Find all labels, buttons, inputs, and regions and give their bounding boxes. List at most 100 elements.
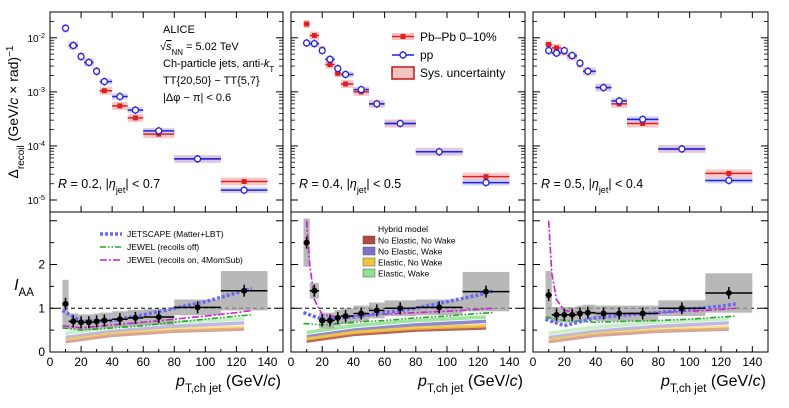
x-axis-label-part: p bbox=[175, 373, 185, 390]
y-tick-label-part: -4 bbox=[39, 138, 45, 147]
x-axis-label-part: (GeV/ bbox=[221, 373, 268, 390]
x-tick-label: 140 bbox=[742, 355, 762, 369]
iaa-point bbox=[373, 307, 380, 314]
iaa-point bbox=[303, 239, 310, 246]
iaa-point bbox=[483, 288, 489, 295]
x-axis-label-part: p bbox=[660, 373, 670, 390]
pp-point bbox=[615, 97, 623, 105]
y-axis-title-bottom-part: I bbox=[14, 277, 19, 294]
r-label-part: | < 0.4 bbox=[608, 177, 643, 191]
iaa-point bbox=[78, 319, 85, 326]
r-label-part: R bbox=[299, 177, 308, 191]
y-tick-label-part: -5 bbox=[39, 193, 45, 202]
r-label-part: η bbox=[592, 177, 599, 191]
pbpb-point bbox=[311, 33, 317, 39]
x-axis-label: pT,ch jet (GeV/c) bbox=[417, 373, 523, 395]
legend-pbpb-label: Pb–Pb 0–10% bbox=[420, 30, 497, 44]
pbpb-point bbox=[546, 42, 552, 48]
x-axis-label-part: (GeV/ bbox=[706, 373, 753, 390]
x-tick-label: 0 bbox=[530, 355, 537, 369]
iaa-point bbox=[334, 314, 341, 321]
x-axis-label-part: ) bbox=[276, 373, 281, 390]
x-axis-label: pT,ch jet (GeV/c) bbox=[175, 373, 281, 395]
y-axis-title-part: c bbox=[5, 98, 21, 105]
legend-hybrid-swatch bbox=[362, 257, 376, 267]
r-label-part: η bbox=[350, 177, 357, 191]
pp-point bbox=[100, 77, 109, 86]
x-tick-label: 140 bbox=[257, 355, 277, 369]
pbpb-point bbox=[327, 62, 333, 68]
annotation-jets-part: k bbox=[264, 58, 270, 70]
r-label-part: R bbox=[541, 177, 550, 191]
iaa-point bbox=[436, 304, 443, 311]
r-label-part: = 0.4, | bbox=[308, 177, 350, 191]
hybrid-band bbox=[306, 319, 486, 339]
x-axis-label-part: T,ch jet bbox=[670, 383, 707, 395]
iaa-point bbox=[545, 292, 552, 299]
hybrid-band bbox=[65, 317, 245, 336]
x-axis-label-part: c bbox=[268, 373, 276, 390]
y-axis-title-group: Δrecoil (GeV/c × rad)−1 bbox=[5, 45, 27, 178]
pp-point bbox=[85, 58, 93, 67]
annotation-energy-part: = 5.02 TeV bbox=[183, 41, 239, 53]
pp-point bbox=[357, 85, 365, 94]
legend-jetscape-label: JETSCAPE (Matter+LBT) bbox=[127, 229, 224, 239]
r-label: R = 0.4, |ηjet| < 0.5 bbox=[299, 177, 401, 195]
jetscape-curve bbox=[544, 302, 737, 328]
x-tick-label: 100 bbox=[680, 355, 700, 369]
jetscape-curve bbox=[302, 289, 495, 321]
y-tick-label: 1 bbox=[38, 301, 45, 315]
iaa-point bbox=[561, 311, 568, 318]
annotation-dphi: |Δφ − π| < 0.6 bbox=[163, 92, 231, 104]
iaa-point bbox=[725, 289, 732, 296]
y-axis-title-bottom-part: AA bbox=[19, 287, 35, 299]
pp-point bbox=[69, 41, 77, 50]
legend-hybrid-label: Elastic, Wake bbox=[378, 269, 429, 279]
iaa-point bbox=[397, 305, 404, 312]
annotation-jets: Ch-particle jets, anti-kT bbox=[163, 58, 274, 74]
iaa-point bbox=[85, 319, 92, 326]
r-label-part: | < 0.5 bbox=[366, 177, 401, 191]
iaa-point bbox=[132, 314, 139, 321]
pp-point bbox=[326, 55, 334, 63]
x-tick-label: 80 bbox=[652, 355, 666, 369]
pp-point bbox=[396, 119, 404, 128]
legend-jewel-off-label: JEWEL (recoils off) bbox=[127, 242, 199, 252]
pp-point bbox=[77, 52, 85, 61]
pp-point bbox=[240, 186, 248, 194]
pbpb-point bbox=[335, 70, 341, 76]
pbpb-point bbox=[132, 115, 138, 121]
x-axis-label-part: T,ch jet bbox=[427, 383, 464, 395]
pp-point bbox=[116, 92, 124, 101]
iaa-point bbox=[600, 310, 607, 317]
x-tick-label: 20 bbox=[316, 355, 330, 369]
y-tick-label-part: 10 bbox=[27, 88, 39, 99]
legend-pbpb-marker bbox=[400, 34, 406, 39]
jewel-on-curve bbox=[305, 220, 494, 318]
annotation-energy-part: s bbox=[166, 41, 172, 53]
pp-point bbox=[639, 115, 647, 124]
pp-point bbox=[310, 39, 319, 48]
iaa-point bbox=[342, 313, 349, 320]
legend-hybrid-label: No Elastic, No Wake bbox=[378, 236, 456, 246]
annotation-energy: √sNN = 5.02 TeV bbox=[160, 41, 239, 57]
legend-sys-box bbox=[391, 66, 415, 80]
x-tick-label: 40 bbox=[347, 355, 361, 369]
pp-point bbox=[334, 64, 342, 73]
pp-point bbox=[725, 176, 733, 185]
hybrid-band bbox=[65, 321, 245, 340]
iaa-point bbox=[678, 305, 685, 312]
x-tick-label: 40 bbox=[105, 355, 119, 369]
r-label: R = 0.2, |ηjet| < 0.7 bbox=[58, 177, 160, 195]
iaa-point bbox=[639, 310, 646, 317]
r-label-part: | < 0.7 bbox=[125, 177, 160, 191]
pp-point bbox=[155, 127, 163, 135]
x-tick-label: 40 bbox=[589, 355, 603, 369]
jewel-off-curve bbox=[545, 315, 737, 324]
iaa-point bbox=[616, 310, 623, 317]
iaa-point bbox=[311, 287, 318, 294]
y-tick-label: 10-2 bbox=[27, 30, 45, 45]
pp-point bbox=[584, 67, 592, 75]
x-tick-label: 80 bbox=[409, 355, 423, 369]
